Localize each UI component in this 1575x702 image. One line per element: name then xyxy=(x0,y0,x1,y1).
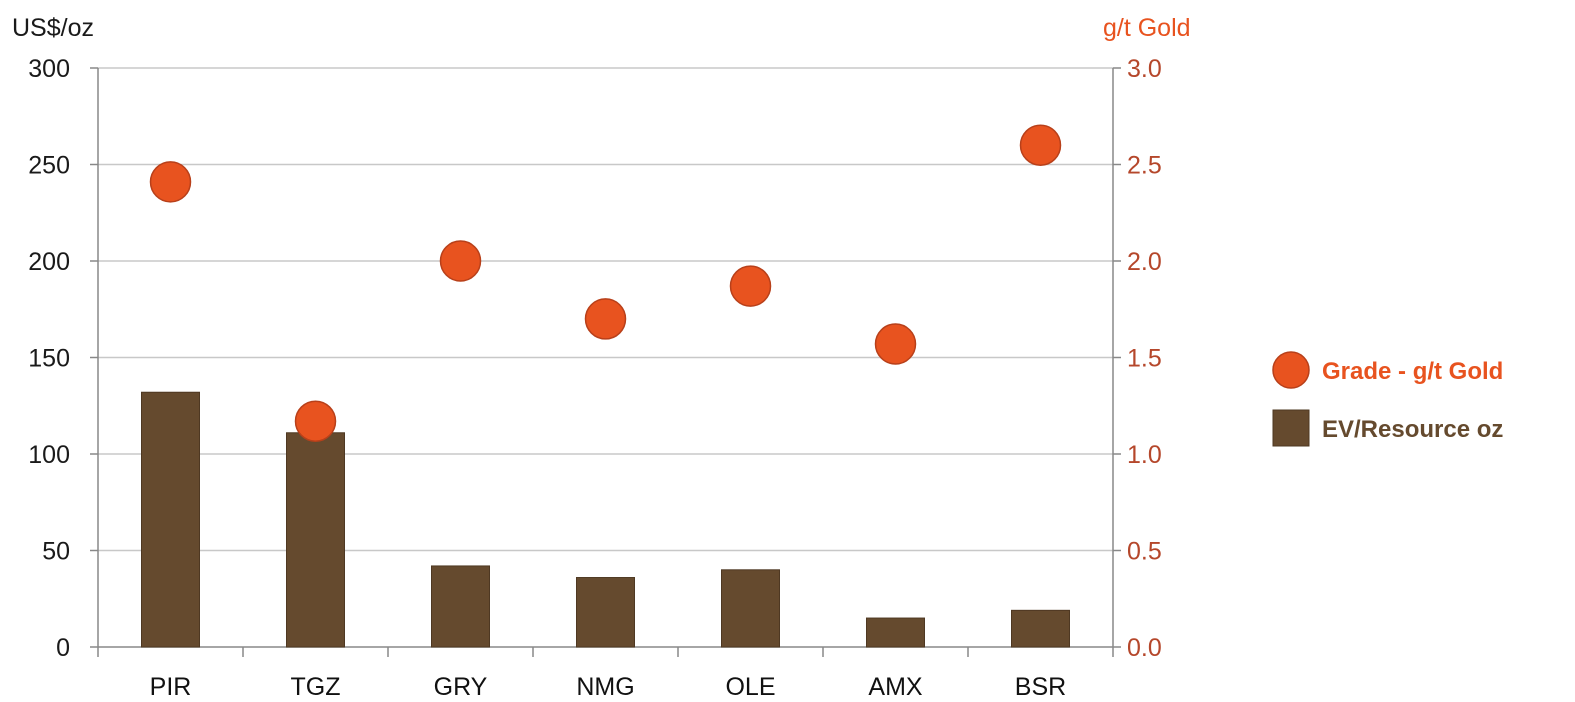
category-label: NMG xyxy=(576,673,634,701)
grade-point xyxy=(294,400,337,442)
category-label: BSR xyxy=(1015,673,1066,701)
right-tick-label: 0.5 xyxy=(1127,538,1162,566)
ev-bar xyxy=(431,565,490,648)
left-axis-title: US$/oz xyxy=(12,14,94,42)
axes xyxy=(90,67,1121,657)
legend-grade-marker xyxy=(1272,351,1310,389)
gridlines xyxy=(98,67,1113,552)
left-tick-label: 100 xyxy=(28,441,70,469)
left-tick-label: 250 xyxy=(28,152,70,180)
legend-grade-label: Grade - g/t Gold xyxy=(1322,358,1503,385)
ev-bar xyxy=(721,569,780,648)
grade-point xyxy=(584,298,627,340)
legend-ev-marker xyxy=(1272,409,1310,447)
category-label: PIR xyxy=(150,673,192,701)
category-label: GRY xyxy=(434,673,488,701)
right-tick-label: 2.0 xyxy=(1127,248,1162,276)
legend: Grade - g/t Gold EV/Resource oz xyxy=(1272,351,1503,447)
ev-bar xyxy=(141,391,200,648)
right-tick-label: 3.0 xyxy=(1127,55,1162,83)
right-axis-title: g/t Gold xyxy=(1103,14,1191,42)
grade-point xyxy=(149,161,192,203)
category-label: OLE xyxy=(725,673,775,701)
bar-series xyxy=(141,391,1070,648)
left-tick-label: 300 xyxy=(28,55,70,83)
grade-point xyxy=(729,265,772,307)
grade-point xyxy=(874,323,917,365)
right-tick-label: 0.0 xyxy=(1127,634,1162,662)
grade-point xyxy=(439,240,482,282)
left-tick-label: 0 xyxy=(56,634,70,662)
ev-bar xyxy=(1011,609,1070,648)
right-tick-label: 2.5 xyxy=(1127,152,1162,180)
ev-bar xyxy=(286,432,345,648)
ev-bar xyxy=(866,617,925,648)
axis-labels: 0 0.0 50 0.5 100 1.0 150 1.5 200 2.0 250 2.5 300 3.0 P… xyxy=(28,55,1161,701)
left-tick-label: 200 xyxy=(28,248,70,276)
category-label: TGZ xyxy=(291,673,341,701)
ev-bar xyxy=(576,577,635,648)
left-tick-label: 50 xyxy=(42,538,70,566)
right-tick-label: 1.5 xyxy=(1127,345,1162,373)
category-label: AMX xyxy=(868,673,923,701)
grade-point xyxy=(1019,124,1062,166)
right-tick-label: 1.0 xyxy=(1127,441,1162,469)
grade-series xyxy=(149,124,1062,442)
left-tick-label: 150 xyxy=(28,345,70,373)
legend-ev-label: EV/Resource oz xyxy=(1322,416,1503,443)
